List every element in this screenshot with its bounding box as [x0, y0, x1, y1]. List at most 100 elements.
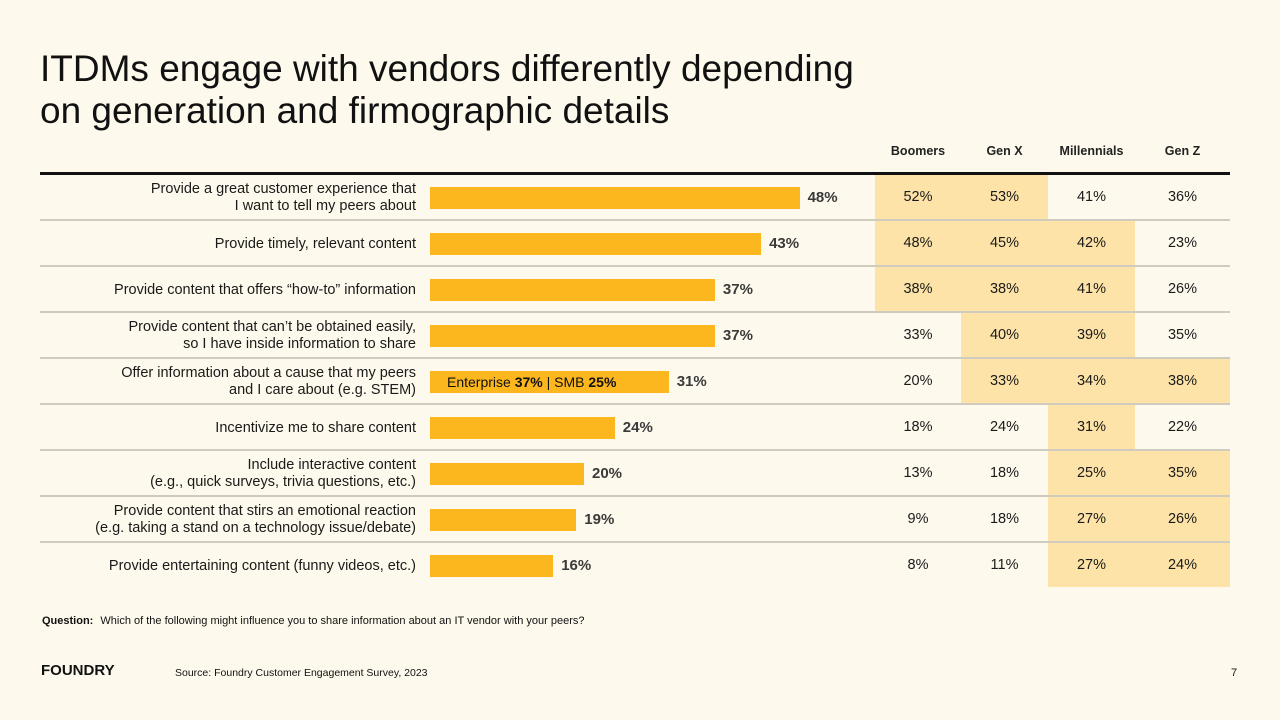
chart-row: 33% 40% 39% 35% Provide content that can’t b… — [40, 313, 1230, 359]
slide-title: ITDMs engage with vendors differently de… — [40, 48, 940, 132]
category-label: Provide content that can’t be obtained e… — [40, 313, 416, 359]
bar — [430, 279, 715, 301]
annotation-separator: | SMB — [542, 374, 589, 390]
bar — [430, 371, 669, 393]
question-text: Which of the following might influence y… — [100, 615, 585, 627]
chart-row: 13% 18% 25% 35% Include interactive content … — [40, 451, 1230, 497]
category-label: Provide content that stirs an emotional … — [40, 497, 416, 543]
chart-row: 52% 53% 41% 36% Provide a great customer exp… — [40, 175, 1230, 221]
table-cell: 38% — [961, 267, 1048, 311]
annotation-prefix: Enterprise — [447, 374, 515, 390]
table-cell: 8% — [907, 557, 929, 573]
bar-value-label: 37% — [722, 281, 753, 298]
source-note: Source: Foundry Customer Engagement Surv… — [175, 667, 428, 679]
bar-value-label: 43% — [769, 235, 800, 252]
category-label: Offer information about a cause that my … — [40, 359, 416, 405]
bar — [430, 509, 577, 531]
table-cell: 48% — [875, 221, 961, 265]
table-cell: 42% — [1048, 221, 1135, 265]
question-note: Question: Which of the following might i… — [42, 615, 584, 627]
header-rule — [40, 172, 1230, 175]
question-label: Question: — [42, 615, 94, 627]
table-cell: 41% — [1076, 189, 1107, 205]
row-divider — [40, 219, 1230, 221]
table-cell: 18% — [989, 511, 1020, 527]
bar — [430, 233, 762, 255]
table-cell: 23% — [1167, 235, 1198, 251]
row-divider — [40, 311, 1230, 313]
category-label: Provide entertaining content (funny vide… — [40, 543, 416, 589]
table-cell: 35% — [1167, 327, 1198, 343]
bar — [430, 417, 615, 439]
bar-value-label: 37% — [722, 327, 753, 344]
table-cell: 39% — [1048, 313, 1135, 357]
bar-value-label: 31% — [676, 373, 707, 390]
chart-row: 20% 33% 34% 38% Offer information about a ca… — [40, 359, 1230, 405]
table-cell: 26% — [1167, 281, 1198, 297]
table-cell: 18% — [903, 419, 933, 435]
row-divider — [40, 357, 1230, 359]
table-cell: 41% — [1048, 267, 1135, 311]
chart-row: 8% 11% 27% 24% Provide entertaining content … — [40, 543, 1230, 589]
table-cell: 52% — [875, 175, 961, 219]
row-divider — [40, 265, 1230, 267]
chart-row: 48% 45% 42% 23% Provide timely, relevant con… — [40, 221, 1230, 267]
bar — [430, 463, 584, 485]
column-header: Boomers — [890, 144, 946, 158]
chart-row: 38% 38% 41% 26% Provide content that offers … — [40, 267, 1230, 313]
category-label: Provide a great customer experience that… — [40, 175, 416, 221]
bar-value-label: 48% — [807, 189, 838, 206]
table-cell: 27% — [1048, 543, 1135, 587]
bar-annotation: Enterprise 37% | SMB 25% — [430, 371, 616, 393]
category-label-text: Include interactive content (e.g., quick… — [150, 457, 416, 490]
table-cell: 35% — [1135, 451, 1230, 495]
table-cell: 33% — [903, 327, 933, 343]
row-divider — [40, 495, 1230, 497]
table-cell: 33% — [961, 359, 1048, 403]
table-cell: 36% — [1167, 189, 1198, 205]
table-cell: 25% — [1048, 451, 1135, 495]
table-cell: 31% — [1048, 405, 1135, 449]
table-cell: 38% — [875, 267, 961, 311]
row-divider — [40, 541, 1230, 543]
table-cell: 11% — [990, 557, 1019, 573]
enterprise-value: 37% — [514, 374, 543, 390]
row-divider — [40, 449, 1230, 451]
category-label-text: Incentivize me to share content — [215, 419, 416, 436]
bar-value-label: 20% — [592, 465, 623, 482]
table-cell: 20% — [903, 373, 933, 389]
category-label: Include interactive content (e.g., quick… — [40, 451, 416, 497]
table-cell: 13% — [903, 465, 933, 481]
chart-row: 18% 24% 31% 22% Incentivize me to share cont… — [40, 405, 1230, 451]
table-cell: 45% — [961, 221, 1048, 265]
title-line-2: on generation and firmographic details — [40, 90, 670, 131]
title-line-1: ITDMs engage with vendors differently de… — [40, 48, 854, 89]
foundry-logo: FOUNDRY — [41, 662, 115, 679]
table-cell: 18% — [989, 465, 1020, 481]
table-cell: 9% — [907, 511, 929, 527]
bar — [430, 325, 715, 347]
bar-value-label: 19% — [584, 511, 615, 528]
row-divider — [40, 403, 1230, 405]
table-cell: 24% — [1135, 543, 1230, 587]
bar-value-label: 16% — [561, 557, 592, 574]
bar-value-label: 24% — [622, 419, 653, 436]
column-header: Gen X — [986, 144, 1023, 158]
chart-row: 9% 18% 27% 26% Provide content that stirs an… — [40, 497, 1230, 543]
category-label: Provide timely, relevant content — [40, 221, 416, 267]
bar — [430, 187, 800, 209]
category-label: Incentivize me to share content — [40, 405, 416, 451]
page-number: 7 — [1231, 667, 1238, 679]
column-header: Millennials — [1059, 144, 1124, 158]
column-header: Gen Z — [1164, 144, 1201, 158]
category-label-text: Provide entertaining content (funny vide… — [108, 557, 416, 574]
bar — [430, 555, 554, 577]
table-cell: 53% — [961, 175, 1048, 219]
category-label-text: Provide content that can’t be obtained e… — [128, 319, 416, 352]
category-label-text: Provide a great customer experience that… — [150, 181, 416, 214]
category-label-text: Provide content that offers “how-to” inf… — [114, 281, 416, 298]
table-cell: 22% — [1167, 419, 1198, 435]
category-label-text: Provide timely, relevant content — [214, 235, 416, 252]
table-cell: 27% — [1048, 497, 1135, 541]
category-label: Provide content that offers “how-to” inf… — [40, 267, 416, 313]
